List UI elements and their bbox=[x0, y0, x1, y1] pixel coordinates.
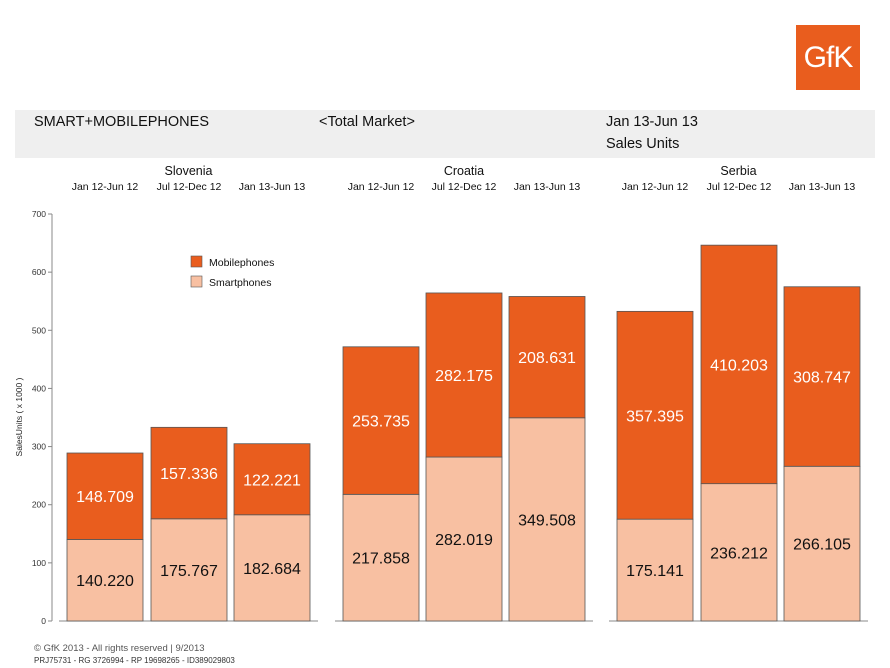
data-label-mobilephones: 157.336 bbox=[160, 466, 218, 483]
period-label: Jul 12-Dec 12 bbox=[432, 181, 497, 193]
bar-mobilephones bbox=[783, 286, 861, 467]
y-tick-label: 600 bbox=[32, 267, 46, 277]
bar-smartphones bbox=[425, 456, 503, 622]
legend-label-mobilephones: Mobilephones bbox=[209, 257, 274, 269]
legend-swatch-smartphones bbox=[190, 275, 203, 288]
legend-label-smartphones: Smartphones bbox=[209, 277, 271, 289]
y-tick-label: 200 bbox=[32, 500, 46, 510]
header-period: Jan 13-Jun 13 bbox=[606, 114, 698, 130]
data-label-smartphones: 217.858 bbox=[352, 551, 410, 568]
bar-smartphones bbox=[66, 539, 144, 622]
period-label: Jan 12-Jun 12 bbox=[622, 181, 689, 193]
data-label-smartphones: 236.212 bbox=[710, 545, 768, 562]
group-label: Croatia bbox=[444, 164, 484, 178]
y-tick-label: 700 bbox=[32, 209, 46, 219]
period-label: Jul 12-Dec 12 bbox=[707, 181, 772, 193]
bar-mobilephones bbox=[616, 310, 694, 520]
data-label-smartphones: 140.220 bbox=[76, 573, 134, 590]
bar-mobilephones bbox=[66, 452, 144, 540]
data-label-mobilephones: 148.709 bbox=[76, 489, 134, 506]
bar-mobilephones bbox=[342, 346, 420, 495]
period-label: Jul 12-Dec 12 bbox=[157, 181, 222, 193]
data-label-mobilephones: 282.175 bbox=[435, 368, 493, 385]
data-label-mobilephones: 253.735 bbox=[352, 414, 410, 431]
group-label: Slovenia bbox=[165, 164, 213, 178]
data-label-smartphones: 349.508 bbox=[518, 512, 576, 529]
bar-mobilephones bbox=[700, 244, 778, 485]
period-label: Jan 12-Jun 12 bbox=[348, 181, 415, 193]
data-label-smartphones: 175.767 bbox=[160, 563, 218, 580]
bar-smartphones bbox=[233, 514, 311, 622]
data-label-mobilephones: 122.221 bbox=[243, 472, 301, 489]
legend-swatch-mobilephones bbox=[190, 255, 203, 268]
bar-smartphones bbox=[150, 518, 228, 622]
gfk-logo: GfK bbox=[796, 25, 860, 90]
y-tick-label: 100 bbox=[32, 558, 46, 568]
bar-smartphones bbox=[783, 465, 861, 622]
data-label-smartphones: 175.141 bbox=[626, 563, 684, 580]
bar-mobilephones bbox=[508, 296, 586, 419]
y-tick-label: 400 bbox=[32, 383, 46, 393]
y-axis-label: SalesUnits ( x 1000 ) bbox=[14, 377, 24, 456]
data-label-smartphones: 266.105 bbox=[793, 537, 851, 554]
data-label-mobilephones: 208.631 bbox=[518, 350, 576, 367]
data-label-smartphones: 282.019 bbox=[435, 532, 493, 549]
period-label: Jan 12-Jun 12 bbox=[72, 181, 139, 193]
group-label: Serbia bbox=[720, 164, 756, 178]
bar-mobilephones bbox=[233, 443, 311, 516]
bar-mobilephones bbox=[425, 292, 503, 458]
period-label: Jan 13-Jun 13 bbox=[239, 181, 306, 193]
bar-smartphones bbox=[342, 493, 420, 622]
y-tick-label: 0 bbox=[41, 616, 46, 626]
header-title: SMART+MOBILEPHONES bbox=[34, 114, 209, 130]
stacked-bar-chart: 0 100 200 300 400 500 600 700 SalesUnits ( x 100… bbox=[14, 164, 868, 626]
header-market: <Total Market> bbox=[319, 114, 415, 130]
footer-copyright: © GfK 2013 - All rights reserved | 9/201… bbox=[34, 643, 205, 654]
bar-smartphones bbox=[700, 483, 778, 622]
header-band bbox=[15, 110, 875, 158]
y-tick-label: 300 bbox=[32, 442, 46, 452]
y-tick-label: 500 bbox=[32, 325, 46, 335]
data-label-mobilephones: 308.747 bbox=[793, 370, 851, 387]
header-unit: Sales Units bbox=[606, 136, 680, 152]
data-label-mobilephones: 410.203 bbox=[710, 357, 768, 374]
bar-smartphones bbox=[508, 417, 586, 622]
data-label-smartphones: 182.684 bbox=[243, 561, 301, 578]
footer-ids: PRJ75731 - RG 3726994 - RP 19698265 - ID… bbox=[34, 656, 235, 665]
period-label: Jan 13-Jun 13 bbox=[789, 181, 856, 193]
bar-mobilephones bbox=[150, 426, 228, 520]
period-label: Jan 13-Jun 13 bbox=[514, 181, 581, 193]
data-label-mobilephones: 357.395 bbox=[626, 408, 684, 425]
